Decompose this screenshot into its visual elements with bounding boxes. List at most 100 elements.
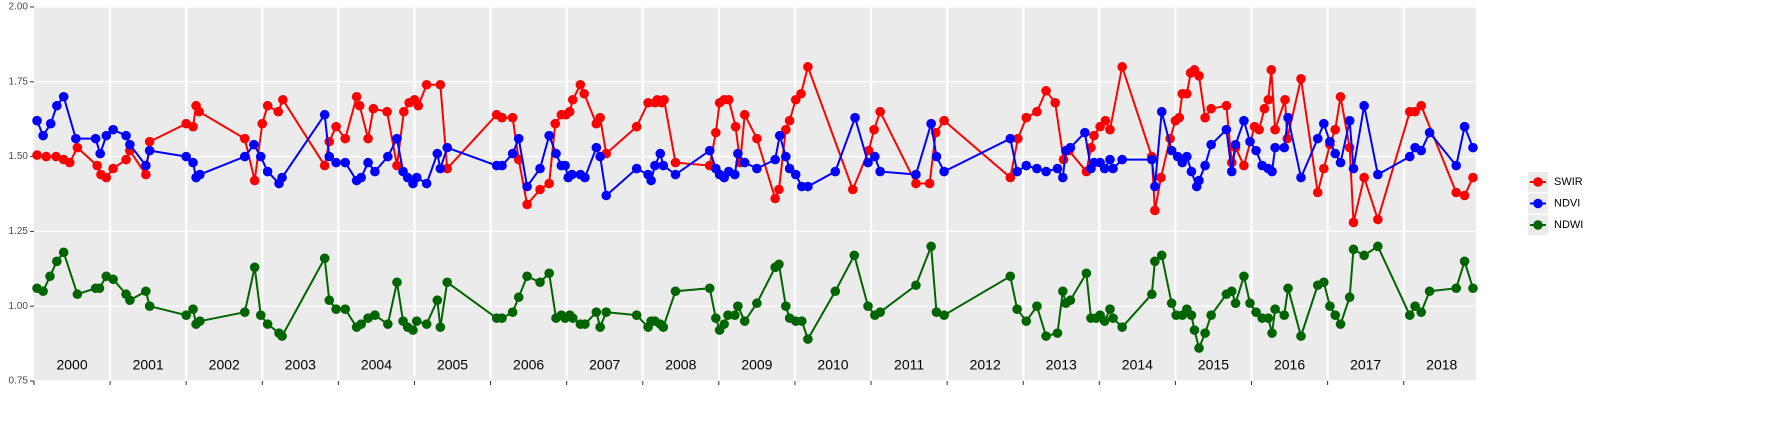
legend-dot [1533, 220, 1543, 230]
data-point [1021, 112, 1032, 123]
data-point [1189, 325, 1200, 335]
data-point [1319, 118, 1329, 129]
data-point [550, 118, 561, 129]
data-point [1174, 112, 1185, 123]
data-point [830, 286, 841, 297]
x-tick-label: 2006 [513, 357, 544, 373]
data-point [1194, 71, 1204, 81]
data-point [1041, 331, 1051, 341]
data-point [1065, 295, 1076, 306]
data-point [58, 247, 69, 258]
data-point [1058, 286, 1068, 297]
data-point [181, 310, 191, 320]
data-point [739, 109, 750, 120]
data-point [1325, 301, 1335, 312]
data-point [1348, 244, 1359, 255]
data-point [875, 166, 885, 177]
data-point [1147, 154, 1157, 165]
data-point [1319, 163, 1329, 174]
x-tick-label: 2000 [56, 357, 87, 373]
data-point [847, 184, 858, 195]
data-point [382, 106, 392, 117]
data-point [95, 148, 106, 159]
data-point [351, 91, 362, 102]
data-point [319, 109, 330, 120]
data-point [363, 157, 373, 168]
data-point [497, 112, 507, 123]
data-point [1267, 328, 1277, 338]
data-point [849, 250, 860, 261]
data-point [1468, 172, 1478, 183]
data-point [784, 163, 795, 174]
data-point [51, 151, 61, 162]
data-point [108, 124, 118, 135]
data-point [704, 145, 715, 156]
x-tick-label: 2011 [894, 357, 924, 373]
data-point [411, 172, 422, 183]
data-point [730, 121, 741, 132]
x-tick-label: 2004 [361, 357, 392, 373]
data-point [924, 178, 935, 189]
data-point [1312, 133, 1323, 144]
data-point [1108, 313, 1118, 323]
data-point [1021, 316, 1032, 326]
data-point [1459, 190, 1470, 201]
data-point [796, 316, 807, 326]
data-point [1459, 121, 1470, 132]
data-point [781, 151, 791, 162]
data-point [631, 121, 642, 132]
y-tick-label: 0.75 [9, 376, 29, 387]
data-point [1194, 343, 1204, 353]
data-point [1330, 148, 1341, 159]
data-point [560, 160, 570, 171]
plot-background [34, 7, 1476, 381]
data-point [1005, 172, 1016, 183]
data-point [1052, 328, 1063, 338]
data-point [1451, 283, 1462, 294]
data-point [38, 286, 48, 297]
data-point [1065, 142, 1076, 153]
data-point [723, 310, 733, 320]
data-point [370, 166, 380, 177]
data-point [601, 190, 612, 201]
data-point [1099, 316, 1110, 326]
data-point [730, 310, 740, 320]
data-point [497, 160, 507, 171]
data-point [195, 316, 205, 326]
data-point [1005, 133, 1016, 144]
data-point [1099, 163, 1110, 174]
data-point [1041, 166, 1051, 177]
data-point [1032, 301, 1042, 312]
data-point [32, 115, 42, 126]
data-point [670, 157, 681, 168]
data-point [1150, 256, 1160, 267]
data-point [1404, 310, 1415, 320]
data-point [513, 133, 524, 144]
data-point [595, 151, 605, 162]
data-point [1416, 100, 1427, 111]
data-point [1012, 304, 1022, 314]
x-tick-label: 2009 [741, 357, 772, 373]
data-point [1156, 172, 1166, 183]
data-point [1058, 172, 1068, 183]
data-point [1105, 154, 1115, 165]
data-point [752, 133, 762, 144]
data-point [1373, 169, 1383, 180]
data-point [752, 298, 762, 309]
data-point [870, 151, 880, 162]
data-point [1186, 310, 1197, 320]
legend-dot [1533, 198, 1543, 209]
data-point [643, 97, 653, 108]
data-point [513, 292, 524, 303]
data-point [249, 175, 260, 186]
data-point [670, 286, 681, 297]
data-point [363, 133, 373, 144]
data-point [278, 94, 288, 105]
data-point [1410, 301, 1420, 312]
data-point [1263, 313, 1274, 323]
data-point [1263, 94, 1274, 105]
data-point [1052, 163, 1063, 174]
data-point [1296, 331, 1306, 341]
x-tick-label: 2015 [1198, 357, 1229, 373]
